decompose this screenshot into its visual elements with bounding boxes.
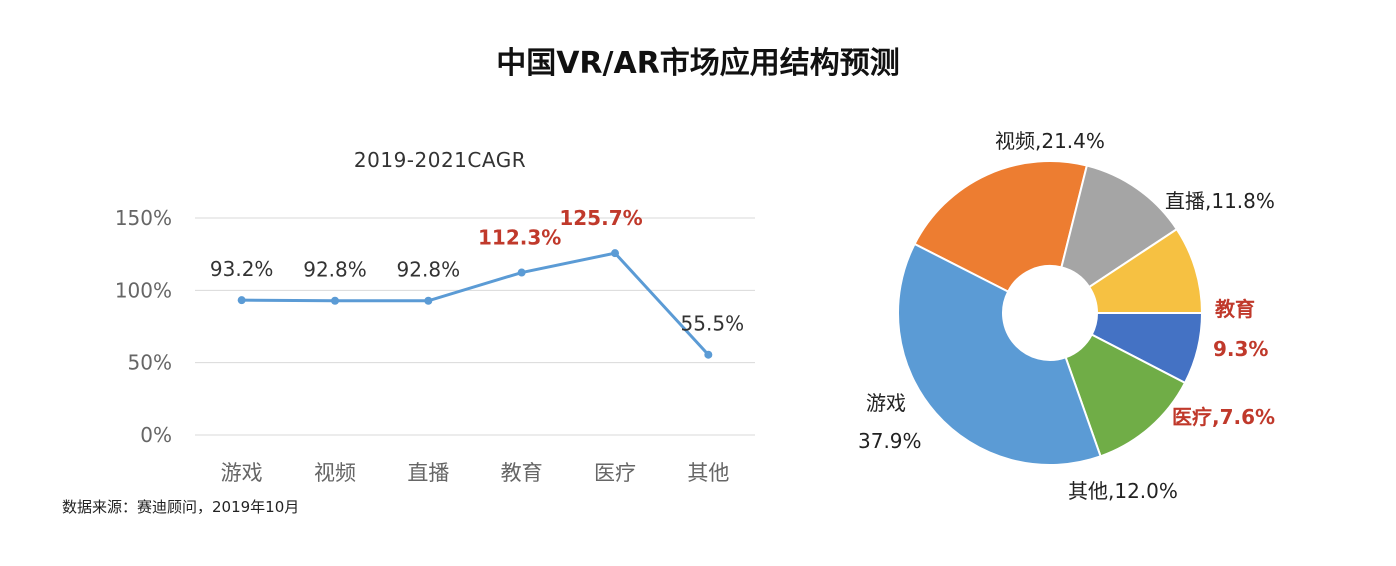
slice-value-label: 9.3% <box>1213 337 1268 361</box>
slice-label: 医疗,7.6% <box>1172 405 1275 429</box>
y-tick-label: 50% <box>128 351 172 375</box>
slice-label: 其他,12.0% <box>1068 479 1178 503</box>
data-label: 125.7% <box>559 206 642 230</box>
source-note: 数据来源：赛迪顾问，2019年10月 <box>62 498 300 516</box>
donut-slice <box>913 160 1089 294</box>
data-label: 55.5% <box>681 312 745 336</box>
chart-title: 中国VR/AR市场应用结构预测 <box>496 46 900 81</box>
data-label: 112.3% <box>478 226 561 250</box>
x-tick-label: 游戏 <box>221 461 263 485</box>
slice-label: 游戏 <box>866 391 906 415</box>
line-chart: 0% 50% 100% 150% 游戏 视频 直播 教育 医疗 其他 93.2% 92.8% 92.8%… <box>115 206 755 485</box>
data-label: 93.2% <box>210 257 274 281</box>
slice-label: 视频,21.4% <box>995 129 1105 153</box>
data-point <box>611 249 619 258</box>
y-tick-label: 100% <box>115 278 172 302</box>
line-chart-title: 2019-2021CAGR <box>353 148 527 172</box>
slice-value-label: 37.9% <box>858 429 922 453</box>
x-tick-label: 教育 <box>501 461 543 485</box>
y-tick-label: 150% <box>115 206 172 230</box>
series-line <box>241 251 710 356</box>
data-point <box>424 296 433 305</box>
slice-label: 直播,11.8% <box>1165 189 1275 213</box>
donut-slice <box>1064 333 1187 458</box>
x-tick-label: 直播 <box>407 461 449 485</box>
donut-slice <box>897 242 1102 466</box>
data-label: 92.8% <box>303 258 367 282</box>
x-tick-label: 医疗 <box>594 461 636 485</box>
slice-label: 教育 <box>1215 297 1255 321</box>
y-tick-label: 0% <box>140 423 172 447</box>
data-point <box>704 350 713 359</box>
data-label: 92.8% <box>397 258 461 282</box>
data-point <box>331 296 339 305</box>
x-tick-label: 视频 <box>314 461 356 485</box>
x-tick-label: 其他 <box>687 461 729 485</box>
data-point <box>517 268 526 277</box>
data-point <box>237 296 246 305</box>
